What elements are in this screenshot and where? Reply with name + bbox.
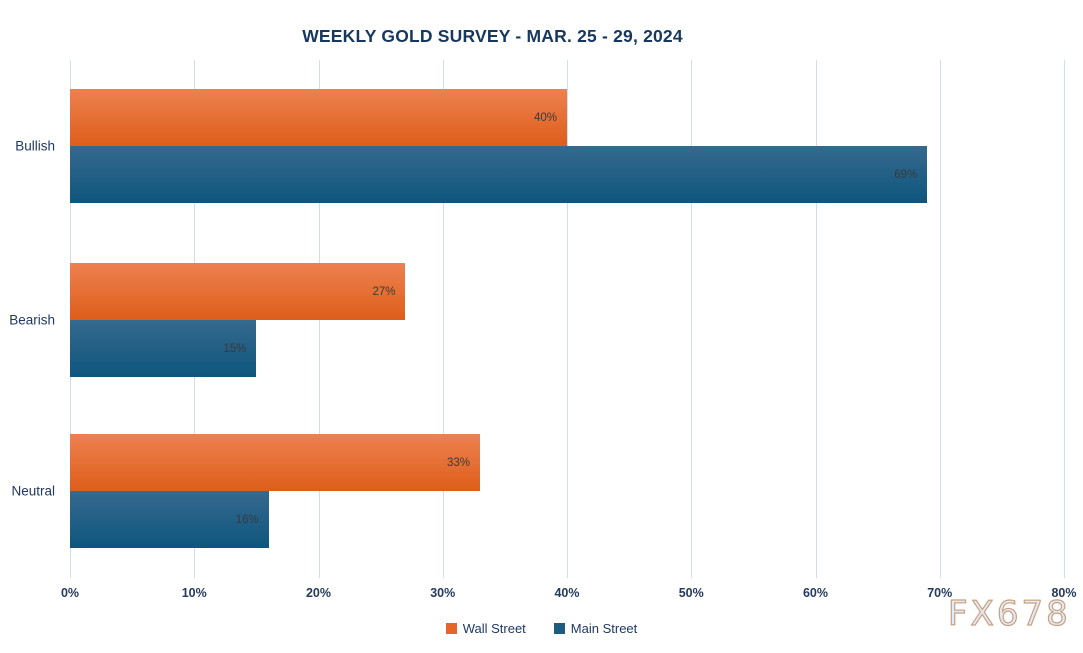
gridline (939, 60, 941, 578)
x-tick-label: 60% (802, 586, 829, 600)
chart-title: WEEKLY GOLD SURVEY - MAR. 25 - 29, 2024 (302, 26, 683, 46)
category-label-neutral: Neutral (11, 483, 55, 499)
legend: Wall Street Main Street (0, 621, 1083, 636)
x-tick-label: 10% (181, 586, 207, 600)
plot-area: Bullish 40% 69% Bearish 27% 15% Neutral … (9, 60, 1065, 578)
x-axis: 0% 10% 20% 30% 40% 50% 60% 70% 80% (61, 586, 1077, 604)
bar-main-street-neutral: 16% (70, 491, 269, 548)
bar-group-bullish: Bullish 40% 69% (15, 89, 1064, 203)
bar-value-label: 15% (223, 342, 247, 355)
legend-label: Main Street (570, 621, 638, 636)
legend-item-main-street: Main Street (553, 621, 638, 636)
legend-label: Wall Street (462, 621, 526, 636)
gridline (442, 60, 444, 578)
bar-wall-street-bearish: 27% (70, 263, 406, 320)
bar-group-neutral: Neutral 33% 16% (11, 434, 1064, 548)
bar-value-label: 33% (446, 456, 471, 469)
bar-value-label: 16% (235, 513, 259, 526)
bar-value-label: 27% (372, 285, 396, 298)
main-street-swatch-icon (553, 623, 565, 634)
bar-wall-street-bullish: 40% (70, 89, 567, 146)
bar-group-bearish: Bearish 27% 15% (9, 263, 1064, 377)
x-tick-label: 20% (305, 586, 332, 600)
bar-value-label: 40% (533, 111, 557, 124)
bar-value-label: 69% (894, 168, 918, 181)
gridline (567, 60, 568, 578)
category-label-bearish: Bearish (9, 312, 55, 328)
category-label-bullish: Bullish (15, 138, 55, 154)
gridline (815, 60, 817, 578)
gridline (1064, 60, 1065, 578)
bar-wall-street-neutral: 33% (70, 434, 481, 491)
bar-main-street-bullish: 69% (70, 146, 928, 203)
x-tick-label: 40% (554, 586, 580, 600)
x-tick-label: 70% (927, 586, 953, 600)
x-tick-label: 0% (60, 586, 80, 600)
x-tick-label: 30% (430, 586, 456, 600)
legend-item-wall-street: Wall Street (445, 621, 526, 636)
gridline (691, 60, 693, 578)
x-tick-label: 80% (1051, 586, 1077, 600)
bar-main-street-bearish: 15% (70, 320, 257, 377)
watermark: FX678 (947, 593, 1071, 634)
x-tick-label: 50% (678, 586, 704, 600)
wall-street-swatch-icon (445, 623, 457, 634)
